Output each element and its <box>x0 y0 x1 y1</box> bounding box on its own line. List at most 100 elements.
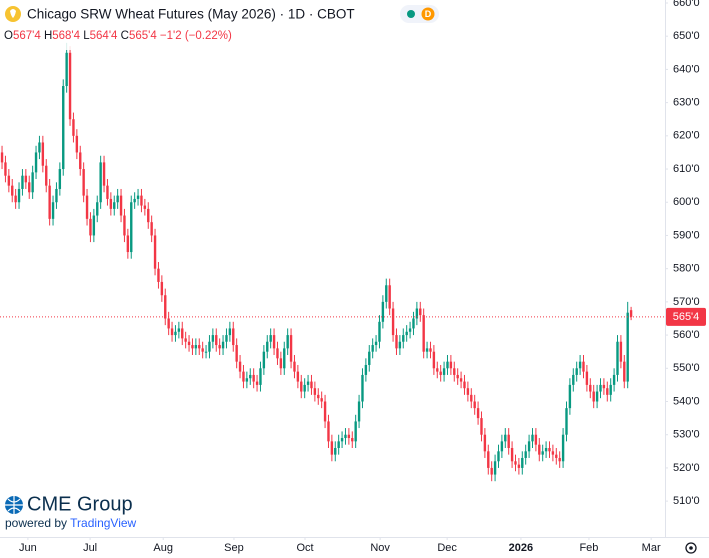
candle-body <box>544 447 548 452</box>
candle-body <box>568 384 572 409</box>
candle-body <box>85 195 89 219</box>
ohlc-value: 564'4 <box>90 30 118 42</box>
candle-body <box>432 351 436 369</box>
candle-body <box>75 135 79 153</box>
candle-body <box>616 341 619 375</box>
candle-body <box>558 457 561 462</box>
candle-body <box>31 172 34 193</box>
candle-body <box>181 328 184 339</box>
candle-body <box>402 335 405 342</box>
candle-body <box>483 434 487 452</box>
candle-body <box>130 202 133 253</box>
candle-body <box>24 175 28 183</box>
x-tick-label: Oct <box>296 542 313 554</box>
candle-body <box>368 351 371 365</box>
candle-body <box>589 384 592 392</box>
candle-body <box>232 328 235 346</box>
candle-body <box>150 222 153 236</box>
candle-body <box>374 341 378 346</box>
candle-body <box>555 454 558 458</box>
candle-body <box>283 348 286 369</box>
header-bg <box>0 2 445 50</box>
candle-body <box>109 198 113 209</box>
candle-body <box>629 310 633 317</box>
candle-body <box>514 461 517 465</box>
candle-body <box>422 315 425 352</box>
x-tick-label: Sep <box>224 542 244 554</box>
candle-body <box>249 374 252 379</box>
candle-body <box>395 335 398 349</box>
candle-body <box>405 331 408 336</box>
candle-body <box>187 341 191 346</box>
powered-by-text: powered by <box>5 516 67 530</box>
candle-body <box>191 345 194 349</box>
candle-body <box>527 441 531 452</box>
candle-body <box>235 345 238 362</box>
last-price-label: 565'4 <box>673 311 700 323</box>
candle-body <box>4 162 7 176</box>
candle-body <box>0 152 4 163</box>
y-tick-label: 570'0 <box>673 296 700 308</box>
candle-body <box>245 378 249 382</box>
y-tick-label: 540'0 <box>673 395 700 407</box>
candle-body <box>565 408 568 435</box>
candle-body <box>279 358 283 369</box>
candle-body <box>184 338 187 342</box>
candle-body <box>534 434 538 445</box>
candle-body <box>490 467 493 475</box>
candle-body <box>449 361 453 369</box>
candle-body <box>354 421 357 442</box>
last-price-box <box>666 307 706 326</box>
candle-body <box>578 361 582 369</box>
candle-body <box>419 308 422 316</box>
ohlc-line: O567'4 H568'4 L564'4 C565'4 −1'2 (−0.22%… <box>4 30 232 42</box>
candle-body <box>238 361 242 372</box>
y-tick-label: 610'0 <box>673 163 700 175</box>
y-tick-label: 590'0 <box>673 229 700 241</box>
y-tick-label: 660'0 <box>673 0 700 9</box>
candle-body <box>14 195 17 203</box>
candle-body <box>269 335 272 342</box>
candle-body <box>147 208 150 223</box>
candle-body <box>228 328 232 336</box>
candle-body <box>296 371 300 382</box>
candle-body <box>456 374 459 379</box>
x-tick-label: Feb <box>579 542 598 554</box>
logo-glyph <box>10 9 16 18</box>
candle-body <box>136 195 140 199</box>
candle-body <box>92 215 96 236</box>
candle-body <box>323 401 327 422</box>
candle-body <box>463 381 466 389</box>
y-tick-label: 650'0 <box>673 30 700 42</box>
candle-body <box>538 444 541 455</box>
candle-body <box>599 384 602 392</box>
candle-body <box>262 351 266 369</box>
candle-body <box>266 341 269 352</box>
candle-body <box>453 368 456 375</box>
title: Chicago SRW Wheat Futures (May 2026) · 1… <box>27 7 355 22</box>
candle-body <box>303 384 306 392</box>
candle-body <box>425 348 429 352</box>
candle-body <box>623 361 626 382</box>
branding: CME Group powered by TradingView <box>5 493 137 530</box>
candle-body <box>371 345 374 352</box>
candle-body <box>412 318 415 329</box>
candle-body <box>487 451 490 468</box>
candle-body <box>293 361 296 372</box>
candle-body <box>548 447 551 452</box>
candle-body <box>378 321 381 342</box>
candle-body <box>225 335 228 342</box>
plot <box>0 42 665 482</box>
y-tick-label: 560'0 <box>673 329 700 341</box>
delay-badge <box>421 7 435 21</box>
candle-body <box>58 169 62 189</box>
settings-button[interactable] <box>685 542 697 554</box>
candle-body <box>215 335 218 346</box>
candle-body <box>344 434 347 439</box>
candle-body <box>177 328 181 332</box>
candle-body <box>595 391 599 402</box>
candle-body <box>51 202 55 219</box>
candle-body <box>347 434 351 439</box>
candle-body <box>551 451 555 455</box>
candle-body <box>439 371 442 375</box>
